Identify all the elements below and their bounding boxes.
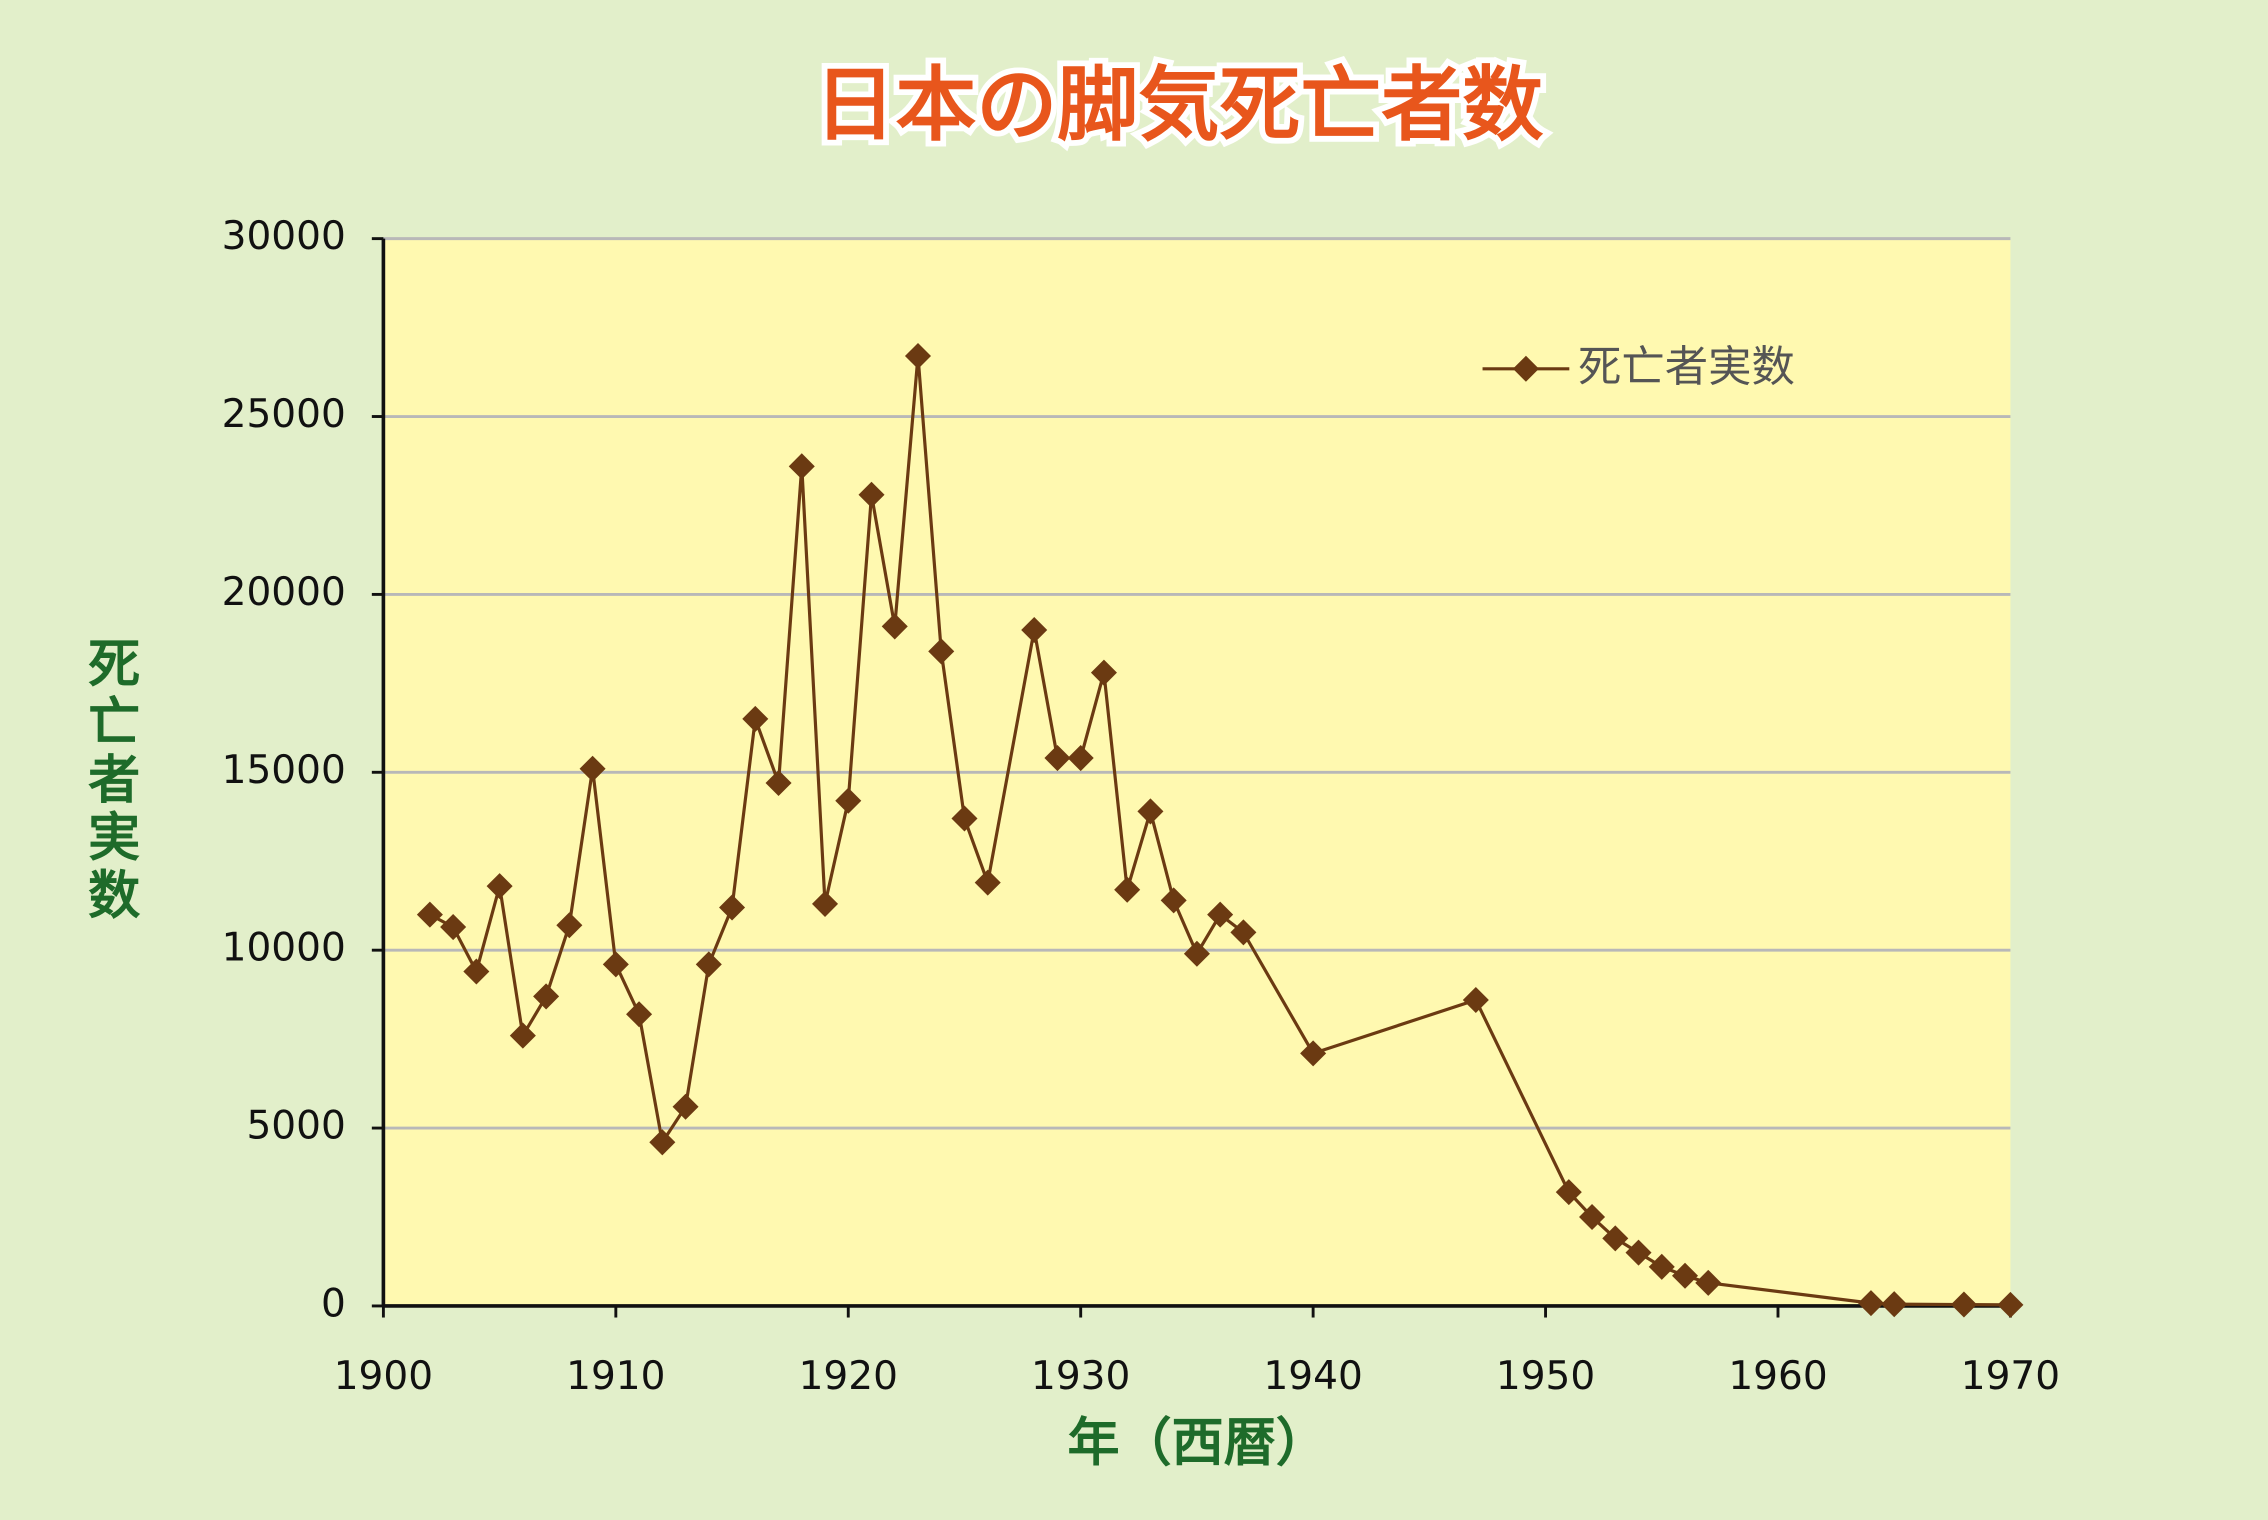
y-tick-label: 25000 (222, 392, 346, 437)
data-point (951, 805, 978, 832)
x-tick-label: 1960 (1728, 1354, 1827, 1399)
y-tick-label: 15000 (222, 748, 346, 793)
data-point (904, 343, 932, 370)
legend-label: 死亡者実数 (1578, 343, 1795, 393)
data-point (1230, 919, 1257, 946)
data-point (1881, 1291, 1908, 1318)
data-point (626, 1001, 653, 1028)
data-point (695, 951, 722, 978)
data-point (556, 912, 583, 939)
data-point (602, 951, 629, 978)
chart-title: 日本の脚気死亡者数 (814, 59, 1543, 153)
x-tick-label: 1930 (1031, 1354, 1130, 1399)
data-point (1207, 901, 1234, 928)
y-tick-label: 30000 (222, 214, 346, 259)
legend-marker (1512, 355, 1539, 382)
x-tick-label: 1920 (799, 1354, 898, 1399)
data-point (1648, 1253, 1675, 1280)
data-point (440, 914, 467, 941)
x-tick-label: 1970 (1961, 1354, 2060, 1399)
x-tick-label: 1940 (1263, 1354, 1362, 1399)
data-point (416, 901, 443, 928)
y-tick-label: 10000 (222, 926, 346, 971)
data-point (788, 453, 815, 480)
y-tick-label: 20000 (222, 570, 346, 615)
data-point (649, 1129, 676, 1156)
data-point (742, 705, 769, 732)
data-point (858, 481, 885, 508)
grid: 0 5000 10000 15000 20000 25000 30000 1900 1910 19… (222, 214, 2060, 1399)
x-tick-label: 1950 (1496, 1354, 1595, 1399)
data-point (812, 890, 839, 917)
y-tick-label: 0 (321, 1281, 346, 1326)
x-tick-label: 1900 (334, 1354, 433, 1399)
y-axis-title: 死亡者実数 (79, 636, 140, 925)
data-point (1090, 659, 1117, 686)
data-point (463, 958, 490, 985)
y-tick-label: 5000 (246, 1104, 345, 1149)
x-tick-label: 1910 (566, 1354, 665, 1399)
data-point (1021, 616, 1048, 643)
x-axis-title: 年（西暦） (1068, 1414, 1328, 1474)
data-point (1462, 986, 1489, 1014)
